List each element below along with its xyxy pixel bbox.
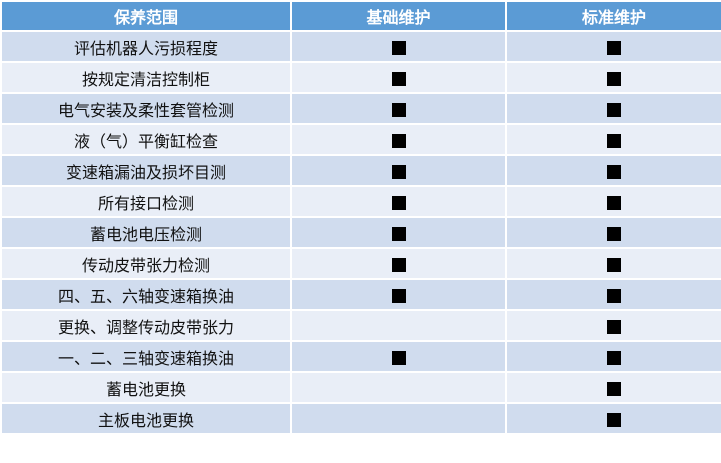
- header-standard: 标准维护: [505, 0, 721, 32]
- check-square-icon: [607, 133, 621, 148]
- table-row: 蓄电池电压检测: [0, 216, 721, 249]
- standard-cell: [505, 185, 721, 218]
- standard-cell: [505, 309, 721, 342]
- header-row: 保养范围 基础维护 标准维护: [0, 0, 721, 32]
- header-basic: 基础维护: [290, 0, 507, 32]
- basic-cell: [290, 309, 507, 342]
- scope-item: 更换、调整传动皮带张力: [0, 309, 292, 342]
- standard-cell: [505, 247, 721, 280]
- standard-cell: [505, 371, 721, 404]
- check-square-icon: [391, 257, 406, 272]
- table-row: 一、二、三轴变速箱换油: [0, 340, 721, 373]
- check-square-icon: [607, 164, 621, 179]
- scope-item: 电气安装及柔性套管检测: [0, 92, 292, 125]
- table-row: 评估机器人污损程度: [0, 30, 721, 63]
- table-row: 传动皮带张力检测: [0, 247, 721, 280]
- table-row: 变速箱漏油及损坏目测: [0, 154, 721, 187]
- table-row: 主板电池更换: [0, 402, 721, 435]
- basic-cell: [290, 154, 507, 187]
- standard-cell: [505, 154, 721, 187]
- basic-cell: [290, 247, 507, 280]
- check-square-icon: [391, 195, 406, 210]
- scope-item: 蓄电池更换: [0, 371, 292, 404]
- standard-cell: [505, 340, 721, 373]
- scope-item: 变速箱漏油及损坏目测: [0, 154, 292, 187]
- scope-item: 按规定清洁控制柜: [0, 61, 292, 94]
- check-square-icon: [607, 257, 621, 272]
- table-row: 更换、调整传动皮带张力: [0, 309, 721, 342]
- table-row: 四、五、六轴变速箱换油: [0, 278, 721, 311]
- table-row: 所有接口检测: [0, 185, 721, 218]
- table-row: 按规定清洁控制柜: [0, 61, 721, 94]
- standard-cell: [505, 278, 721, 311]
- scope-item: 所有接口检测: [0, 185, 292, 218]
- check-square-icon: [607, 319, 621, 334]
- header-scope: 保养范围: [0, 0, 292, 32]
- basic-cell: [290, 340, 507, 373]
- standard-cell: [505, 402, 721, 435]
- check-square-icon: [391, 288, 406, 303]
- standard-cell: [505, 30, 721, 63]
- scope-item: 四、五、六轴变速箱换油: [0, 278, 292, 311]
- table-row: 蓄电池更换: [0, 371, 721, 404]
- standard-cell: [505, 92, 721, 125]
- basic-cell: [290, 216, 507, 249]
- basic-cell: [290, 185, 507, 218]
- check-square-icon: [607, 40, 621, 55]
- scope-item: 主板电池更换: [0, 402, 292, 435]
- check-square-icon: [391, 71, 406, 86]
- table-row: 电气安装及柔性套管检测: [0, 92, 721, 125]
- check-square-icon: [391, 133, 406, 148]
- check-square-icon: [391, 102, 406, 117]
- check-square-icon: [607, 350, 621, 365]
- check-square-icon: [607, 195, 621, 210]
- table-row: 液（气）平衡缸检查: [0, 123, 721, 156]
- basic-cell: [290, 61, 507, 94]
- standard-cell: [505, 61, 721, 94]
- standard-cell: [505, 216, 721, 249]
- basic-cell: [290, 402, 507, 435]
- check-square-icon: [391, 350, 406, 365]
- maintenance-scope-table: 保养范围 基础维护 标准维护 评估机器人污损程度 按规定清洁控制柜 电气安装及柔性套…: [0, 0, 721, 435]
- scope-item: 传动皮带张力检测: [0, 247, 292, 280]
- basic-cell: [290, 278, 507, 311]
- scope-item: 蓄电池电压检测: [0, 216, 292, 249]
- check-square-icon: [607, 226, 621, 241]
- basic-cell: [290, 92, 507, 125]
- check-square-icon: [391, 40, 406, 55]
- basic-cell: [290, 371, 507, 404]
- scope-item: 一、二、三轴变速箱换油: [0, 340, 292, 373]
- check-square-icon: [607, 71, 621, 86]
- check-square-icon: [607, 381, 621, 396]
- scope-item: 液（气）平衡缸检查: [0, 123, 292, 156]
- check-square-icon: [391, 164, 406, 179]
- check-square-icon: [607, 412, 621, 427]
- standard-cell: [505, 123, 721, 156]
- basic-cell: [290, 123, 507, 156]
- basic-cell: [290, 30, 507, 63]
- check-square-icon: [607, 102, 621, 117]
- check-square-icon: [607, 288, 621, 303]
- check-square-icon: [391, 226, 406, 241]
- scope-item: 评估机器人污损程度: [0, 30, 292, 63]
